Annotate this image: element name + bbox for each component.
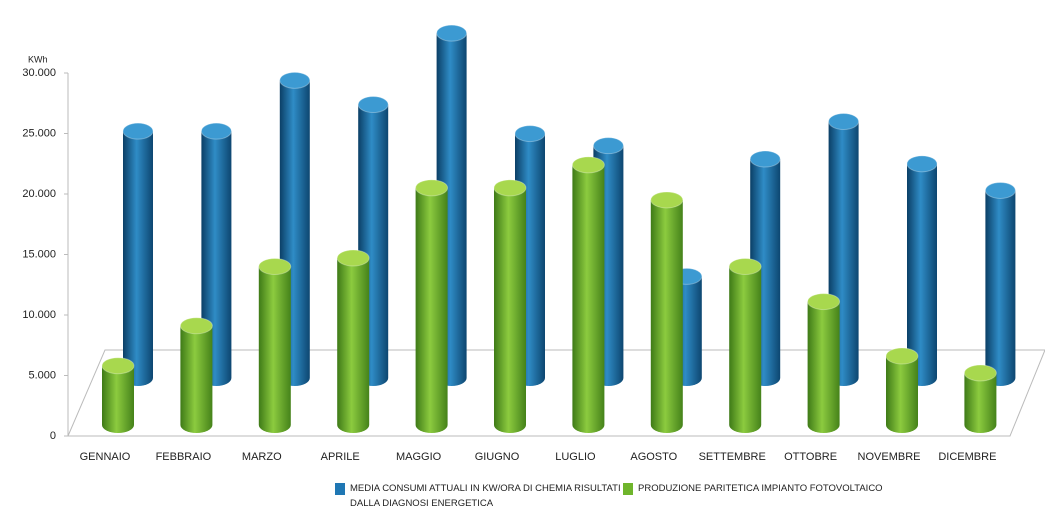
- x-tick-label: MAGGIO: [396, 451, 442, 463]
- bar-top: [101, 357, 135, 375]
- bar: [123, 131, 153, 386]
- bar: [337, 258, 370, 433]
- bar-top: [179, 317, 213, 335]
- y-axis-unit: KWh: [28, 54, 48, 64]
- bar: [494, 187, 526, 433]
- y-tick-label: 25.000: [22, 127, 56, 139]
- bar-top: [963, 364, 997, 382]
- bar-top: [336, 249, 370, 267]
- bar-top: [728, 257, 762, 275]
- bar-top: [258, 257, 292, 275]
- y-tick-label: 15.000: [22, 248, 56, 260]
- bar: [180, 325, 213, 433]
- bar-top: [828, 112, 860, 130]
- bar: [886, 356, 918, 433]
- x-tick-label: OTTOBRE: [784, 451, 837, 463]
- bar: [102, 365, 134, 433]
- bar: [572, 164, 605, 433]
- bar-top: [514, 125, 546, 143]
- y-tick-label: 0: [50, 430, 56, 442]
- x-tick-label: SETTEMBRE: [699, 451, 766, 463]
- bar: [258, 266, 291, 433]
- bar-top: [807, 293, 841, 311]
- bar-top: [200, 122, 232, 140]
- bar: [807, 301, 840, 433]
- bar-top: [571, 156, 605, 174]
- x-tick-label: DICEMBRE: [938, 451, 996, 463]
- x-tick-label: FEBBRAIO: [156, 451, 212, 463]
- bar-top: [650, 191, 684, 209]
- bar-top: [906, 155, 938, 173]
- x-tick-label: LUGLIO: [555, 451, 596, 463]
- y-tick-label: 10.000: [22, 309, 56, 321]
- legend-label: MEDIA CONSUMI ATTUALI IN KW/ORA DI CHEMI…: [350, 483, 621, 509]
- bar: [729, 266, 762, 433]
- y-tick-label: 20.000: [22, 188, 56, 200]
- bar-top: [279, 71, 311, 89]
- x-tick-label: GENNAIO: [80, 451, 131, 463]
- bar-top: [357, 96, 389, 114]
- bar: [964, 372, 997, 433]
- legend-label: PRODUZIONE PARITETICA IMPIANTO FOTOVOLTA…: [638, 483, 883, 494]
- x-tick-label: NOVEMBRE: [858, 451, 921, 463]
- x-tick-label: APRILE: [321, 451, 360, 463]
- bar: [650, 199, 683, 433]
- legend-swatch: [335, 483, 345, 495]
- bar-top: [415, 179, 449, 197]
- floor: [67, 349, 1045, 437]
- y-tick-label: 5.000: [28, 369, 56, 381]
- bar-top: [493, 179, 527, 197]
- bar: [985, 190, 1016, 386]
- x-tick-label: MARZO: [242, 451, 282, 463]
- bar-top: [436, 24, 468, 42]
- bar: [415, 187, 448, 433]
- bar-top: [885, 347, 919, 365]
- legend-swatch: [623, 483, 633, 495]
- bar-top: [122, 122, 154, 140]
- y-tick-label: 30.000: [22, 67, 56, 79]
- x-tick-label: AGOSTO: [630, 451, 677, 463]
- bar-top: [592, 137, 624, 155]
- bar-top: [749, 150, 781, 168]
- x-tick-label: GIUGNO: [475, 451, 520, 463]
- bar-top: [984, 181, 1016, 199]
- bar: [907, 163, 937, 386]
